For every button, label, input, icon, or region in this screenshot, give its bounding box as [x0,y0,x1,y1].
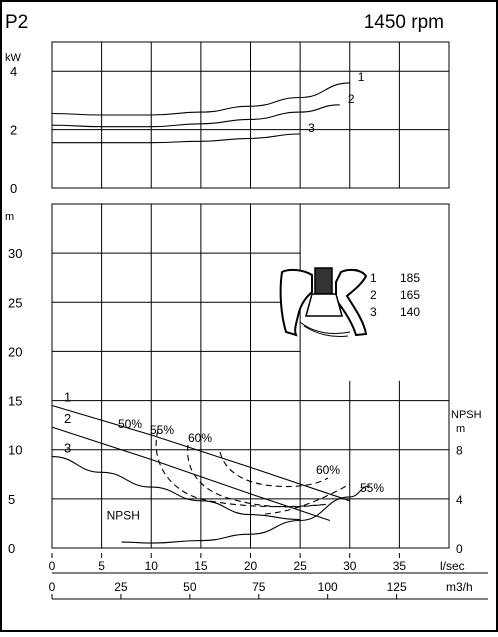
impeller-right-shroud [335,268,368,337]
power-y-ticks: 0 2 4 [10,64,17,196]
x-tick-label: 35 [393,559,407,573]
x2-tick-label: 100 [318,580,338,594]
power-curve-3 [52,133,301,144]
x-axis-m3h: 0 25 50 75 100 125 [49,580,488,600]
power-curve-label-2: 2 [348,92,355,106]
impeller-curve-3: 3 [370,305,377,319]
impeller-table: 1 185 2 165 3 140 [370,271,420,319]
power-curve-2 [51,104,340,128]
power-ytick-label: 2 [10,123,17,138]
speed-label: 1450 rpm [364,12,444,33]
power-ylabel: kW [5,52,22,64]
eff-label-55b: 55% [360,481,384,495]
head-grid [52,204,449,548]
power-curve-1 [51,82,350,116]
x-tick-label: 25 [293,559,307,573]
impeller-curve-line-2 [303,325,349,337]
head-ytick-label: 30 [8,246,22,261]
head-y-ticks: 0 5 10 15 20 25 30 [8,246,22,556]
impeller-diameter-3: 140 [400,305,420,319]
efficiency-contour-55 [187,444,321,508]
head-curves: 1 2 3 NPSH [51,389,370,544]
head-ytick-label: 25 [8,295,22,310]
head-ytick-label: 15 [8,394,22,409]
head-curve-3 [51,456,301,521]
impeller-diameter-1: 185 [400,271,420,285]
power-curves: 12 3 [51,70,365,144]
x-axis-label: l/sec [440,559,465,573]
impeller-left-shroud [279,268,313,337]
head-ytick-label: 5 [8,492,15,507]
head-ytick-label: 20 [8,344,22,359]
x2-tick-label: 50 [183,580,197,594]
eff-label-60: 60% [188,431,212,445]
head-ylabel: m [5,211,14,223]
impeller-curve-2: 2 [370,288,377,302]
impeller-curve-1: 1 [370,271,377,285]
efficiency-contour-50 [155,429,331,508]
npsh-ytick-label: 0 [456,542,463,556]
x-tick-label: 5 [98,559,105,573]
head-ytick-label: 10 [8,443,22,458]
head-ytick-label: 0 [8,541,15,556]
npsh-curve-label: NPSH [107,508,140,522]
power-ytick-label: 4 [10,64,17,79]
x-tick-label: 15 [194,559,208,573]
npsh-y-ticks: 0 4 8 [456,444,463,556]
x-tick-label: 10 [145,559,159,573]
impeller-curve-line [299,321,351,335]
x-tick-label: 30 [343,559,357,573]
x2-tick-label: 25 [114,580,128,594]
impeller-diameter-2: 165 [400,288,420,302]
head-curve-label-3: 3 [64,441,71,456]
eff-label-55: 55% [150,423,174,437]
npsh-ytick-label: 8 [456,444,463,458]
impeller-passage [305,293,343,317]
efficiency-contour-55b [264,483,351,515]
chart-title: P2 [5,12,28,33]
x-tick-label: 20 [244,559,258,573]
efficiency-contours [155,429,351,515]
impeller-hub [314,267,333,295]
eff-label-50: 50% [118,417,142,431]
x-axis-lsec: 0 5 10 15 20 25 30 35 [49,553,488,574]
npsh-axis-unit: m [456,423,465,435]
x-tick-label: 0 [49,559,56,573]
power-ytick-label: 0 [10,181,17,196]
x2-tick-label: 0 [49,580,56,594]
power-curve-label-3: 3 [308,121,315,135]
head-curve-label-2: 2 [64,411,71,426]
npsh-axis-label: NPSH [451,409,482,421]
impeller-drawing [279,267,368,337]
x2-tick-label: 125 [387,580,407,594]
x2-axis-label: m3/h [446,580,473,594]
x2-tick-label: 75 [252,580,266,594]
efficiency-contour-60 [219,451,329,488]
head-curve-npsh [121,485,370,544]
power-grid [52,42,449,188]
head-curve-2 [51,426,331,522]
npsh-ytick-label: 4 [456,493,463,507]
eff-label-60b: 60% [316,463,340,477]
power-curve-label-1: 1 [358,70,365,84]
head-curve-1 [51,404,350,502]
head-curve-label-1: 1 [64,389,71,404]
